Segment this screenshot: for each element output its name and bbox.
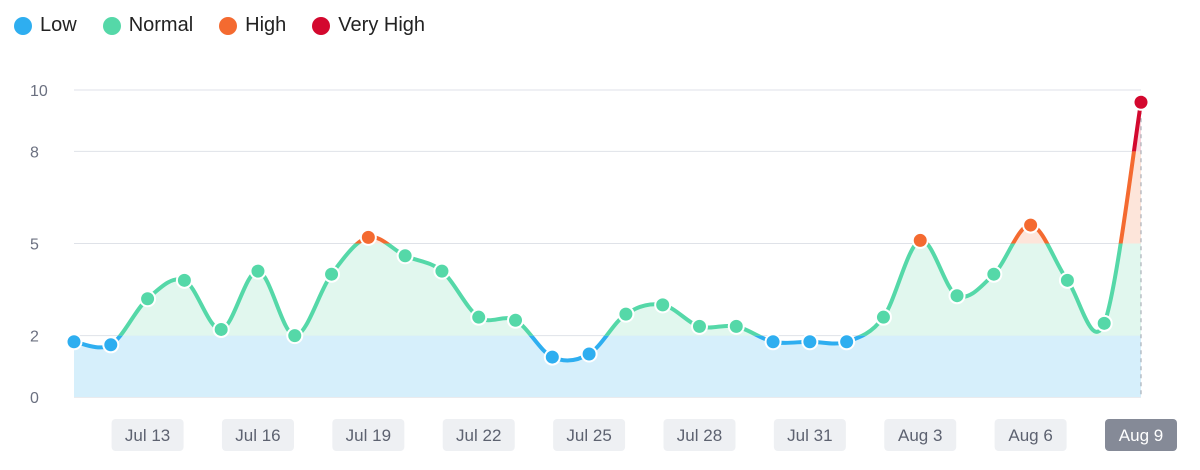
legend-item-low[interactable]: Low	[14, 14, 77, 37]
data-point[interactable]	[911, 231, 929, 249]
data-point[interactable]	[359, 228, 377, 246]
legend-item-high[interactable]: High	[219, 14, 286, 37]
x-tick-background	[884, 419, 957, 451]
data-point[interactable]	[985, 265, 1003, 283]
data-point[interactable]	[690, 317, 708, 335]
data-point[interactable]	[1022, 216, 1040, 234]
data-point[interactable]	[102, 336, 120, 354]
legend-dot	[102, 16, 121, 35]
data-point[interactable]	[727, 317, 745, 335]
area-low	[74, 335, 1141, 397]
data-point[interactable]	[212, 320, 230, 338]
legend-label: Low	[40, 14, 77, 36]
x-tick-background	[553, 419, 626, 451]
y-tick-label: 10	[30, 83, 48, 100]
y-tick-label: 5	[30, 237, 39, 254]
data-point[interactable]	[1095, 314, 1113, 332]
data-point[interactable]	[764, 333, 782, 351]
data-point[interactable]	[433, 262, 451, 280]
x-tick-label: Jul 31	[787, 426, 832, 445]
data-point[interactable]	[580, 345, 598, 363]
data-point[interactable]	[65, 333, 83, 351]
x-tick-highlight	[1105, 419, 1177, 451]
legend: Low Normal High Very High	[14, 14, 425, 37]
x-tick-label: Jul 19	[346, 426, 391, 445]
x-tick-background	[111, 419, 184, 451]
x-tick-label: Aug 9	[1119, 426, 1163, 445]
data-point[interactable]	[838, 333, 856, 351]
legend-label: Very High	[338, 14, 426, 36]
data-point[interactable]	[1132, 93, 1150, 111]
legend-item-very-high[interactable]: Very High	[312, 14, 425, 37]
legend-item-normal[interactable]: Normal	[102, 14, 194, 37]
data-point[interactable]	[323, 265, 341, 283]
data-point[interactable]	[175, 271, 193, 289]
legend-label: Normal	[128, 14, 194, 36]
x-tick-label: Aug 3	[898, 426, 942, 445]
legend-dot	[219, 16, 238, 35]
y-tick-label: 0	[30, 390, 39, 407]
data-point[interactable]	[801, 333, 819, 351]
x-tick-background	[773, 419, 846, 451]
x-tick-label: Jul 16	[235, 426, 280, 445]
legend-dot	[14, 16, 32, 35]
x-tick-label: Jul 13	[125, 426, 170, 445]
data-point[interactable]	[654, 296, 672, 314]
x-tick-label: Aug 6	[1008, 426, 1052, 445]
data-point[interactable]	[543, 348, 561, 366]
area-normal	[120, 243, 1141, 336]
x-tick-background	[994, 419, 1067, 451]
x-tick-background	[221, 419, 294, 451]
data-point[interactable]	[1058, 271, 1076, 289]
data-points	[65, 93, 1150, 366]
x-tick-background	[442, 419, 515, 451]
data-point[interactable]	[948, 287, 966, 305]
data-point[interactable]	[874, 308, 892, 326]
data-point[interactable]	[507, 311, 525, 329]
data-point[interactable]	[286, 327, 304, 345]
x-tick-label: Jul 22	[456, 426, 501, 445]
x-tick-background	[663, 419, 736, 451]
x-tick-label: Jul 25	[566, 426, 611, 445]
y-tick-label: 8	[30, 144, 39, 161]
y-tick-label: 2	[30, 329, 39, 346]
data-point[interactable]	[139, 290, 157, 308]
data-point[interactable]	[470, 308, 488, 326]
data-point[interactable]	[249, 262, 267, 280]
x-axis: Jul 13 Jul 16 Jul 19 Jul 22 Jul 25 Jul 28 Jul …	[111, 419, 1177, 451]
area-fills	[74, 102, 1142, 397]
x-tick-background	[332, 419, 405, 451]
x-tick-label: Jul 28	[677, 426, 722, 445]
data-point[interactable]	[617, 305, 635, 323]
legend-label: High	[245, 14, 287, 36]
legend-dot	[312, 16, 331, 35]
data-point[interactable]	[396, 247, 414, 265]
